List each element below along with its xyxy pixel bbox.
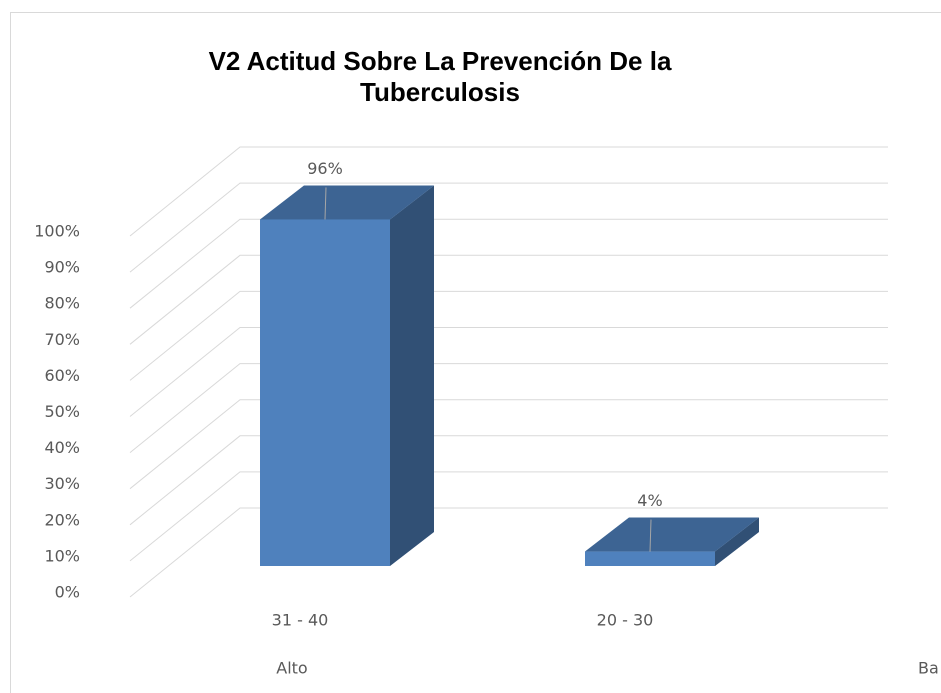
x-group-label: Ba bbox=[918, 659, 939, 678]
bar-front bbox=[260, 219, 390, 566]
grid-line bbox=[129, 218, 888, 309]
grid-line bbox=[129, 290, 888, 381]
y-tick-label: 0% bbox=[55, 583, 80, 602]
y-tick-label: 30% bbox=[44, 474, 80, 493]
leader-line bbox=[649, 519, 652, 552]
chart-border bbox=[10, 12, 941, 693]
chart-title: V2 Actitud Sobre La Prevención De la Tub… bbox=[208, 46, 672, 107]
y-tick-label: 50% bbox=[44, 402, 80, 421]
bar-side bbox=[715, 517, 759, 566]
y-tick-label: 70% bbox=[44, 330, 80, 349]
bar-top-shade bbox=[585, 517, 759, 552]
bar-top bbox=[260, 185, 434, 220]
bar-side-shade bbox=[715, 517, 759, 566]
bar bbox=[585, 517, 759, 566]
bar-top bbox=[585, 517, 759, 552]
grid-line bbox=[129, 146, 888, 237]
y-tick-label: 10% bbox=[44, 546, 80, 565]
x-tick-label: 31 - 40 bbox=[272, 611, 329, 630]
bar-side bbox=[390, 185, 434, 566]
leader-line bbox=[324, 187, 327, 220]
bar-front bbox=[585, 551, 715, 566]
grid-line bbox=[129, 399, 888, 490]
y-tick-label: 80% bbox=[44, 294, 80, 313]
y-tick-label: 40% bbox=[44, 438, 80, 457]
grid-line bbox=[129, 327, 888, 417]
data-label: 4% bbox=[637, 491, 662, 510]
x-tick-label: 20 - 30 bbox=[597, 611, 654, 630]
y-tick-label: 90% bbox=[44, 258, 80, 277]
bar-top-shade bbox=[260, 185, 434, 220]
grid-line bbox=[129, 435, 888, 526]
grid-line bbox=[129, 254, 888, 345]
grid-line bbox=[129, 507, 888, 598]
data-label: 96% bbox=[307, 159, 343, 178]
y-tick-label: 60% bbox=[44, 366, 80, 385]
x-group-label: Alto bbox=[276, 659, 307, 678]
y-tick-label: 20% bbox=[44, 510, 80, 529]
grid-line bbox=[129, 363, 888, 453]
grid-line bbox=[129, 471, 888, 562]
bar bbox=[260, 185, 434, 566]
bar-side-shade bbox=[390, 185, 434, 566]
y-tick-label: 100% bbox=[34, 222, 80, 241]
grid-line bbox=[129, 182, 888, 273]
